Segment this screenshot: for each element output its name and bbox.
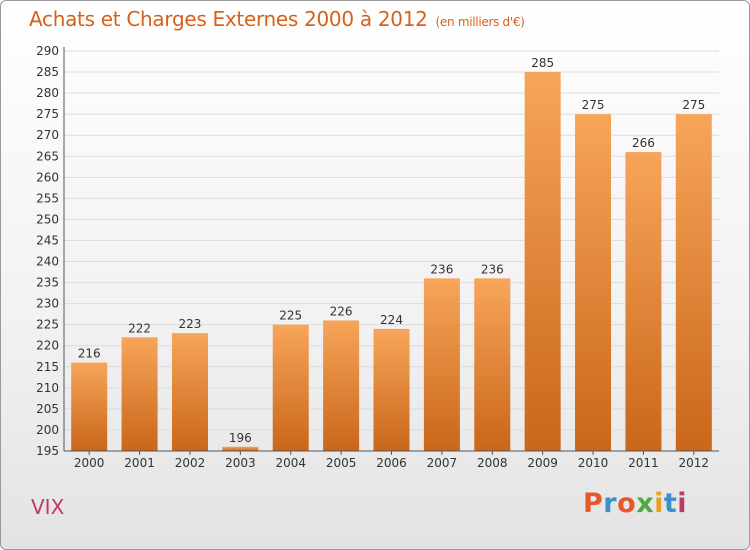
y-tick-label: 225 [36,318,59,332]
y-tick-label: 290 [36,44,59,58]
x-tick-label: 2000 [74,456,105,470]
y-tick-label: 275 [36,107,59,121]
x-tick-label: 2008 [477,456,508,470]
bar [625,152,662,452]
value-label: 285 [531,56,554,70]
chart-title: Achats et Charges Externes 2000 à 2012 (e… [29,7,525,31]
y-tick-label: 240 [36,255,59,269]
y-tick-label: 235 [36,276,59,290]
logo-letter: i [654,488,664,519]
y-axis-ticks: 195 200 205 210 215 220 225 230 235 240 245 250 255 2… [36,44,59,458]
logo-letter: i [677,488,688,519]
value-label: 223 [179,317,202,331]
place-name: VIX [31,495,65,519]
x-tick-label: 2001 [124,456,155,470]
bar [121,337,158,451]
x-tick-label: 2009 [527,456,558,470]
value-label: 275 [582,98,605,112]
chart-title-text: Achats et Charges Externes 2000 à 2012 [29,7,428,31]
value-label: 225 [279,309,302,323]
chart-subtitle: (en milliers d'€) [435,15,525,29]
x-tick-label: 2010 [578,456,609,470]
bar [575,114,612,451]
proxiti-logo[interactable]: Proxiti [583,488,687,519]
y-tick-label: 200 [36,423,59,437]
value-label: 236 [430,262,453,276]
bar [272,324,309,451]
y-tick-label: 245 [36,233,59,247]
value-label: 196 [229,431,252,445]
logo-letter: r [603,488,618,519]
y-tick-label: 280 [36,86,59,100]
value-label: 266 [632,136,655,150]
bar [524,72,561,451]
bar [323,320,360,451]
y-tick-label: 270 [36,128,59,142]
y-tick-label: 230 [36,297,59,311]
bars [71,72,712,452]
x-axis-ticks: 2000 2001 2002 2003 2004 2005 2006 2007 2008 2009… [74,451,709,470]
y-tick-label: 215 [36,360,59,374]
bar [474,278,511,451]
x-tick-label: 2006 [376,456,407,470]
bar [675,114,712,451]
value-label: 222 [128,321,151,335]
y-tick-label: 205 [36,402,59,416]
y-tick-label: 285 [36,65,59,79]
y-tick-label: 265 [36,149,59,163]
bar [423,278,460,451]
value-label: 224 [380,313,403,327]
bar [373,328,410,451]
y-tick-label: 195 [36,444,59,458]
logo-letter: o [617,488,637,519]
y-tick-label: 255 [36,191,59,205]
x-tick-label: 2003 [225,456,256,470]
value-label: 216 [78,347,101,361]
value-label: 275 [682,98,705,112]
logo-letter: P [583,488,604,519]
x-tick-label: 2012 [679,456,710,470]
logo-letter: x [636,488,655,519]
bar [171,333,208,451]
y-tick-label: 210 [36,381,59,395]
value-labels: 216 222 223 196 225 226 224 236 236 285 275 266 275 [78,56,706,445]
x-tick-label: 2007 [427,456,458,470]
axes [63,47,719,452]
value-label: 226 [330,304,353,318]
x-tick-label: 2005 [326,456,357,470]
value-label: 236 [481,262,504,276]
y-tick-label: 220 [36,339,59,353]
bar [222,446,259,451]
x-tick-label: 2004 [275,456,306,470]
logo-letter: t [663,488,678,519]
x-tick-label: 2011 [628,456,659,470]
bar [71,362,108,451]
x-tick-label: 2002 [175,456,206,470]
y-tick-label: 260 [36,170,59,184]
y-tick-label: 250 [36,212,59,226]
